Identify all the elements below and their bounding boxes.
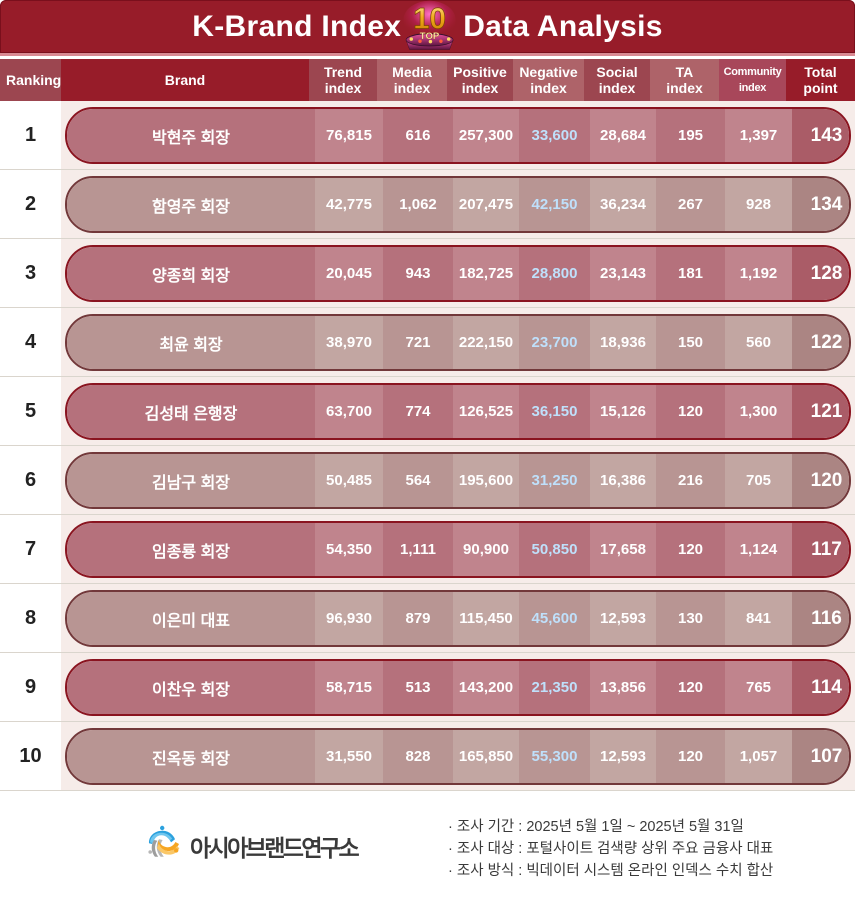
svg-text:TOP: TOP: [420, 31, 440, 42]
